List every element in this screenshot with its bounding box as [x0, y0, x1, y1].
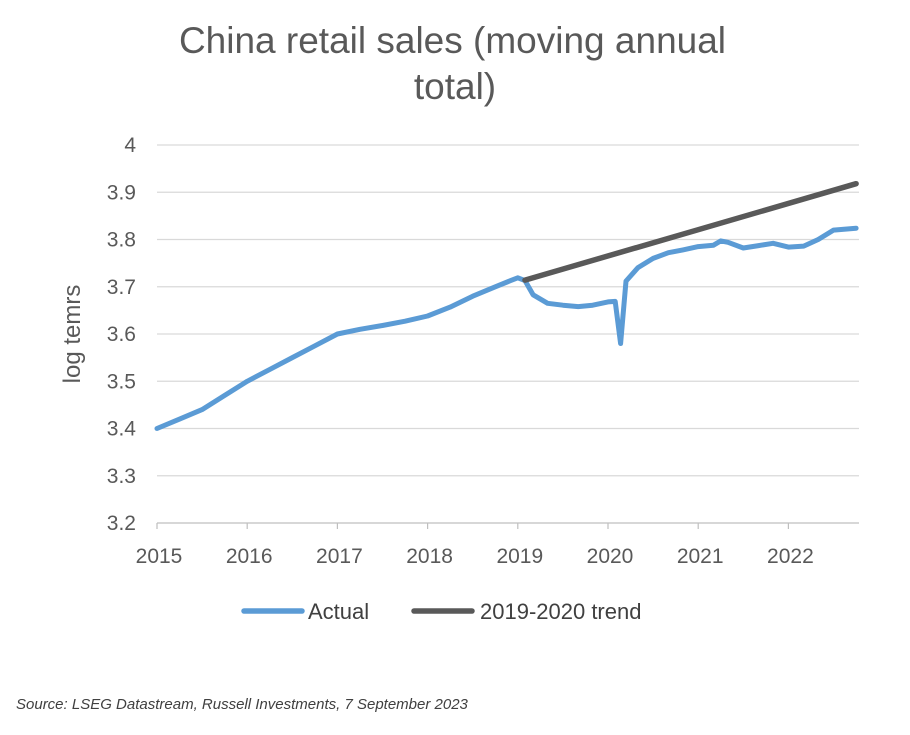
- x-tick-label: 2019: [496, 545, 543, 568]
- y-tick-label: 3.6: [107, 323, 136, 346]
- y-tick-label: 3.5: [107, 370, 136, 393]
- y-tick-label: 3.7: [107, 276, 136, 299]
- series-trend-line: [522, 180, 859, 283]
- y-axis-label: log temrs: [59, 285, 86, 384]
- tick-labels: 3.2 3.3 3.4 3.5 3.6 3.7 3.8 3.9 4 2015 2016 2017 201…: [107, 134, 814, 568]
- x-tick-label: 2017: [316, 545, 363, 568]
- y-tick-label: 3.3: [107, 465, 136, 488]
- y-tick-label: 3.2: [107, 512, 136, 535]
- series-actual-line: [154, 225, 859, 431]
- legend-label-trend: 2019-2020 trend: [480, 599, 641, 624]
- y-tick-label: 3.4: [107, 418, 137, 441]
- series-lines: [154, 180, 859, 431]
- x-tick-label: 2015: [136, 545, 183, 568]
- gridlines: [157, 144, 859, 477]
- x-tick-label: 2016: [226, 545, 273, 568]
- x-tick-label: 2018: [406, 545, 453, 568]
- chart-title-line1: China retail sales (moving annual: [178, 20, 727, 61]
- chart-title-line2: total): [413, 66, 497, 107]
- y-tick-label: 3.9: [107, 181, 136, 204]
- x-tick-label: 2022: [767, 545, 814, 568]
- axes: [156, 522, 859, 529]
- legend: Actual 2019-2020 trend: [241, 599, 641, 624]
- x-tick-label: 2020: [587, 545, 634, 568]
- y-tick-label: 3.8: [107, 229, 136, 252]
- y-tick-label: 4: [124, 134, 136, 157]
- legend-label-actual: Actual: [308, 599, 369, 624]
- chart-title: China retail sales (moving annual total): [0, 18, 910, 110]
- x-tick-label: 2021: [677, 545, 724, 568]
- source-note: Source: LSEG Datastream, Russell Investm…: [16, 696, 468, 713]
